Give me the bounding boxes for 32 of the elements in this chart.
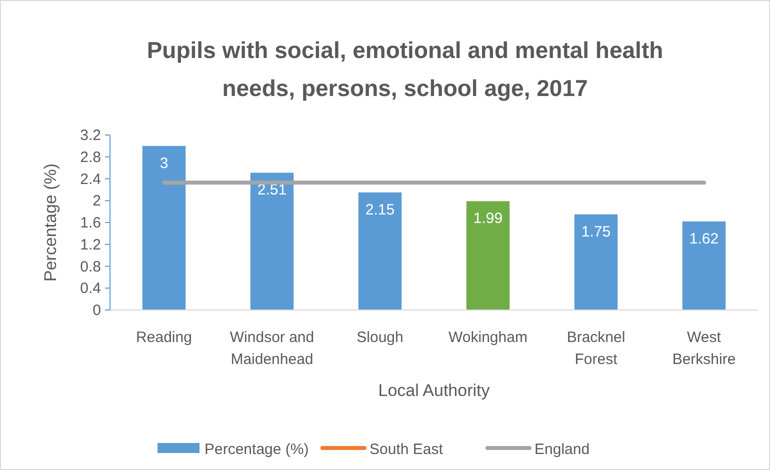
x-tick-label: Bracknel Forest	[566, 329, 626, 368]
x-tick-label: West Berkshire	[672, 329, 736, 368]
y-axis-title: Percentage (%)	[41, 163, 60, 282]
x-tick-label: Wokingham	[448, 329, 528, 346]
legend-label: England	[534, 441, 590, 458]
y-tick-label: 2.4	[80, 170, 101, 188]
y-tick-label: 3.2	[80, 127, 101, 144]
bar	[466, 201, 510, 310]
data-label: 1.75	[581, 223, 611, 240]
data-label: 3	[160, 154, 168, 172]
data-label: 1.99	[473, 210, 503, 228]
bar	[682, 221, 726, 310]
y-tick-label: 1.6	[80, 214, 101, 232]
data-label: 1.62	[689, 230, 719, 248]
x-tick-label: Slough	[356, 329, 404, 346]
chart-title: Pupils with social, emotional and mental health needs, persons, school age, 2017	[146, 37, 664, 101]
x-tick-label: Windsor and Maidenhead	[230, 329, 314, 368]
bar	[250, 172, 294, 310]
y-tick-label: 0.8	[80, 258, 101, 276]
legend-label: South East	[370, 441, 444, 458]
y-tick-label: 1.2	[80, 236, 101, 254]
y-tick-label: 0	[92, 302, 101, 319]
bar	[358, 192, 402, 310]
y-tick-label: 2	[92, 192, 101, 210]
bar	[574, 214, 618, 310]
x-tick-label: Reading	[136, 329, 192, 346]
data-label: 2.15	[365, 201, 395, 218]
legend-label: Percentage (%)	[204, 441, 309, 458]
y-tick-label: 0.4	[80, 280, 101, 298]
bar	[142, 146, 186, 310]
x-axis-title: Local Authority	[378, 381, 490, 400]
y-tick-label: 2.8	[80, 148, 101, 166]
